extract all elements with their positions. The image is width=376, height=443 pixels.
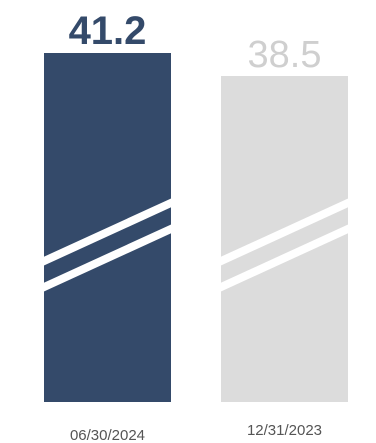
axis-break-line-12-31-2023-1 <box>217 198 352 266</box>
bar-06-30-2024 <box>44 53 171 402</box>
axis-break-line-06-30-2024-1 <box>40 198 175 266</box>
axis-break-line-06-30-2024-2 <box>40 224 175 292</box>
value-label-06-30-2024: 41.2 <box>69 9 147 53</box>
category-label-12-31-2023: 12/31/2023 <box>247 422 322 439</box>
axis-break-marks <box>40 198 352 292</box>
labels-layer: 41.2 38.5 06/30/2024 12/31/2023 <box>69 9 322 443</box>
category-label-06-30-2024: 06/30/2024 <box>70 427 145 443</box>
axis-break-line-12-31-2023-2 <box>217 224 352 292</box>
value-label-12-31-2023: 38.5 <box>248 34 322 76</box>
